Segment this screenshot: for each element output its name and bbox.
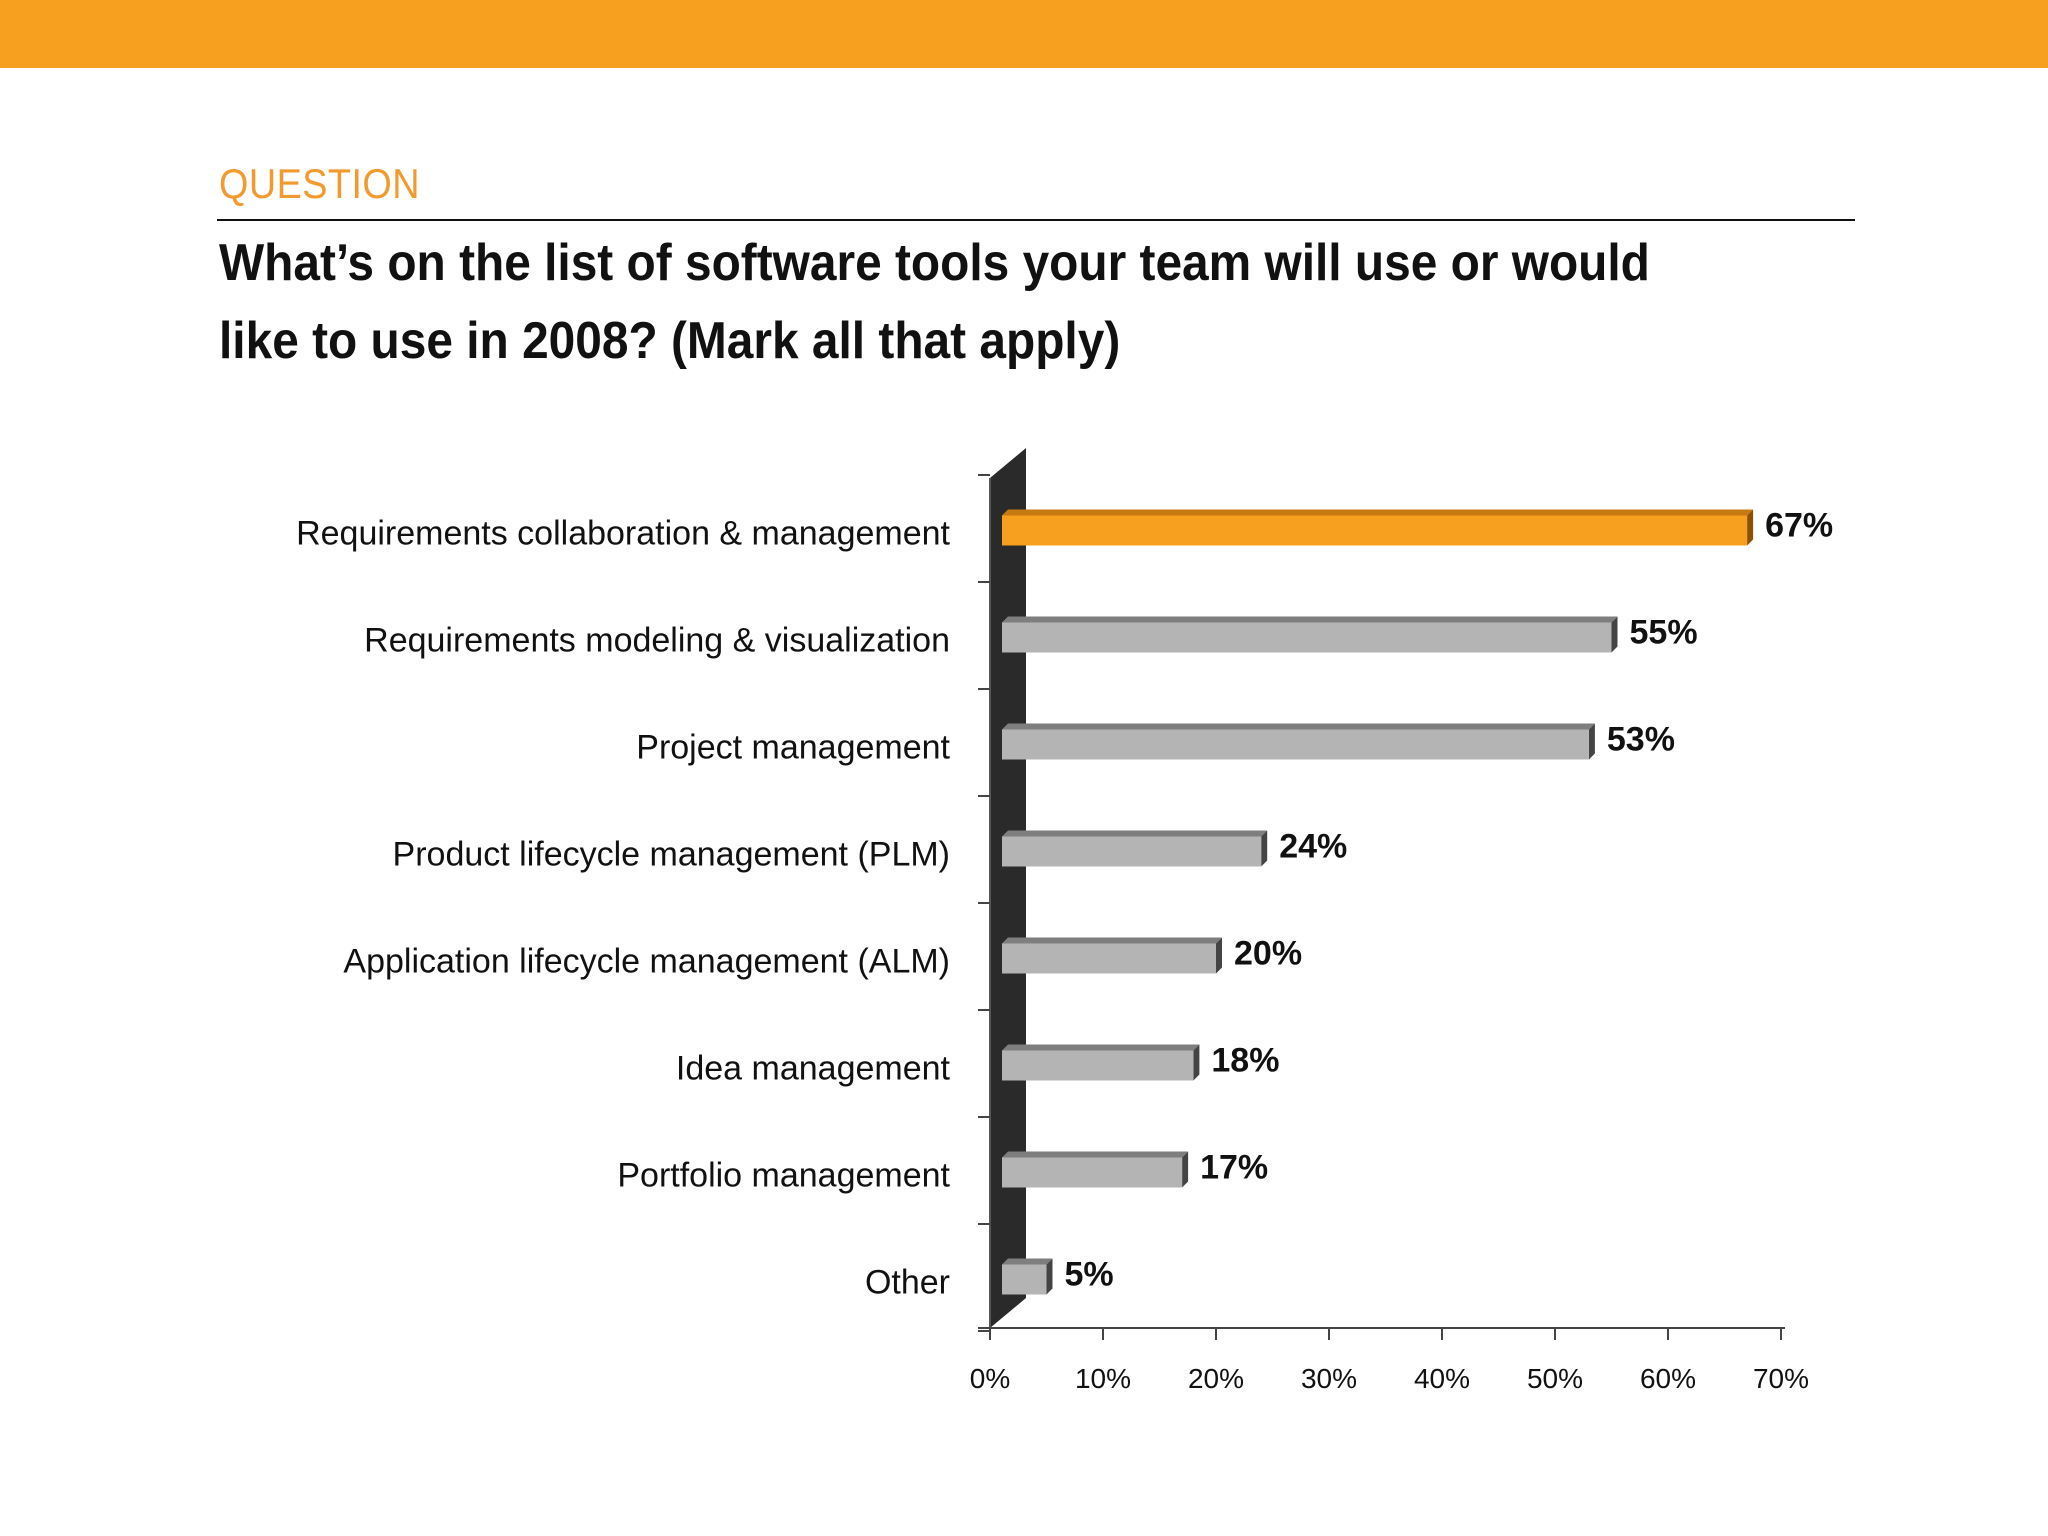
bar bbox=[1002, 836, 1262, 867]
category-label: Other bbox=[865, 1264, 950, 1302]
bar-side-face bbox=[1261, 830, 1268, 867]
bar bbox=[1002, 515, 1748, 546]
x-tick-label: 60% bbox=[1640, 1363, 1696, 1394]
bar-side-face bbox=[1193, 1044, 1200, 1081]
bar-top-face bbox=[1002, 616, 1618, 623]
bar bbox=[1002, 1157, 1183, 1188]
bar-side-face bbox=[1588, 723, 1595, 760]
bar-top-face bbox=[1002, 723, 1595, 730]
bar bbox=[1002, 1264, 1047, 1295]
bar-top-face bbox=[1002, 937, 1222, 944]
x-tick-label: 10% bbox=[1075, 1363, 1131, 1394]
bar-value-label: 67% bbox=[1765, 507, 1833, 545]
category-label: Portfolio management bbox=[617, 1157, 950, 1195]
x-tick-label: 0% bbox=[970, 1363, 1010, 1394]
bar-value-label: 53% bbox=[1607, 721, 1675, 759]
chart-back-wall bbox=[990, 448, 1026, 1328]
bar bbox=[1002, 729, 1589, 760]
bar-top-face bbox=[1002, 830, 1268, 837]
x-tick-label: 70% bbox=[1753, 1363, 1809, 1394]
bar-side-face bbox=[1747, 509, 1754, 546]
category-label: Requirements modeling & visualization bbox=[364, 622, 950, 660]
bar bbox=[1002, 622, 1612, 653]
top-accent-band bbox=[0, 0, 2048, 68]
x-tick-label: 20% bbox=[1188, 1363, 1244, 1394]
category-label: Project management bbox=[636, 729, 950, 767]
bar-value-label: 18% bbox=[1211, 1042, 1279, 1080]
category-label: Idea management bbox=[676, 1050, 951, 1088]
bar bbox=[1002, 1050, 1194, 1081]
bar-top-face bbox=[1002, 1258, 1053, 1265]
header-rule bbox=[217, 219, 1855, 221]
bar-side-face bbox=[1182, 1151, 1189, 1188]
bar-side-face bbox=[1216, 937, 1222, 974]
bar-value-label: 5% bbox=[1065, 1256, 1114, 1294]
category-label: Application lifecycle management (ALM) bbox=[343, 943, 950, 981]
bar-side-face bbox=[1046, 1258, 1053, 1295]
category-label: Requirements collaboration & management bbox=[296, 515, 950, 553]
question-title: What’s on the list of software tools you… bbox=[219, 234, 1650, 370]
category-label: Product lifecycle management (PLM) bbox=[393, 836, 950, 874]
bar-value-label: 24% bbox=[1279, 828, 1347, 866]
bar-side-face bbox=[1611, 616, 1618, 653]
bar-top-face bbox=[1002, 1044, 1200, 1051]
x-tick-label: 30% bbox=[1301, 1363, 1357, 1394]
bar-value-label: 17% bbox=[1200, 1149, 1268, 1187]
bar-value-label: 20% bbox=[1234, 935, 1302, 973]
bar bbox=[1002, 943, 1216, 974]
bar-top-face bbox=[1002, 509, 1754, 516]
section-label: QUESTION bbox=[219, 160, 421, 207]
bar-top-face bbox=[1002, 1151, 1189, 1158]
bar-value-label: 55% bbox=[1630, 614, 1698, 652]
x-tick-label: 40% bbox=[1414, 1363, 1470, 1394]
x-tick-label: 50% bbox=[1527, 1363, 1583, 1394]
